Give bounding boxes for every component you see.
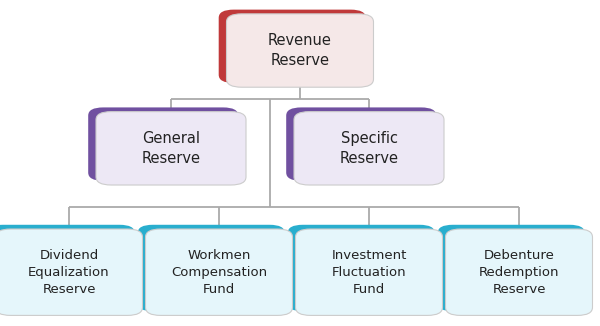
FancyBboxPatch shape <box>437 225 584 311</box>
Text: Dividend
Equalization
Reserve: Dividend Equalization Reserve <box>28 249 110 296</box>
Text: Workmen
Compensation
Fund: Workmen Compensation Fund <box>171 249 267 296</box>
FancyBboxPatch shape <box>88 108 238 181</box>
FancyBboxPatch shape <box>0 229 143 316</box>
Text: Investment
Fluctuation
Fund: Investment Fluctuation Fund <box>331 249 407 296</box>
FancyBboxPatch shape <box>445 229 593 316</box>
FancyBboxPatch shape <box>96 111 246 185</box>
FancyBboxPatch shape <box>227 14 373 87</box>
Text: Revenue
Reserve: Revenue Reserve <box>268 33 332 68</box>
Text: Debenture
Redemption
Reserve: Debenture Redemption Reserve <box>479 249 559 296</box>
FancyBboxPatch shape <box>218 10 365 83</box>
FancyBboxPatch shape <box>0 225 135 311</box>
FancyBboxPatch shape <box>295 229 442 316</box>
FancyBboxPatch shape <box>137 225 284 311</box>
Text: Specific
Reserve: Specific Reserve <box>340 131 398 166</box>
Text: General
Reserve: General Reserve <box>142 131 200 166</box>
FancyBboxPatch shape <box>145 229 292 316</box>
FancyBboxPatch shape <box>287 225 434 311</box>
FancyBboxPatch shape <box>286 108 436 181</box>
FancyBboxPatch shape <box>294 111 444 185</box>
